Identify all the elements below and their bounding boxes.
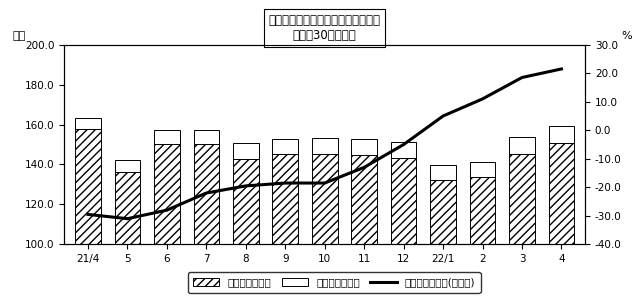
Bar [194,144,219,298]
Bar [312,153,338,298]
Bar [154,130,179,144]
Text: %: % [622,31,632,41]
Bar [351,154,377,298]
Bar [430,165,456,181]
Bar [75,118,101,128]
Bar [114,159,140,173]
Bar [509,153,535,298]
Bar [273,153,298,298]
Bar [194,130,219,144]
Text: 時間: 時間 [12,31,26,41]
Bar [154,144,179,298]
Bar [391,142,417,158]
Bar [233,142,258,159]
Bar [548,125,574,142]
Bar [509,136,535,153]
Bar [233,159,258,298]
Bar [548,142,574,298]
Bar [470,162,495,178]
Title: 総労働時間、前年比－調査産業計－
「規模30人以上」: 総労働時間、前年比－調査産業計－ 「規模30人以上」 [269,14,381,42]
Bar [75,128,101,298]
Bar [391,158,417,298]
Bar [430,181,456,298]
Bar [351,139,377,154]
Bar [114,173,140,298]
Legend: 所定内労働時間, 所定外労働時間, 所定外労働時間(前年比): 所定内労働時間, 所定外労働時間, 所定外労働時間(前年比) [188,272,480,293]
Bar [312,138,338,153]
Bar [273,139,298,153]
Bar [470,178,495,298]
